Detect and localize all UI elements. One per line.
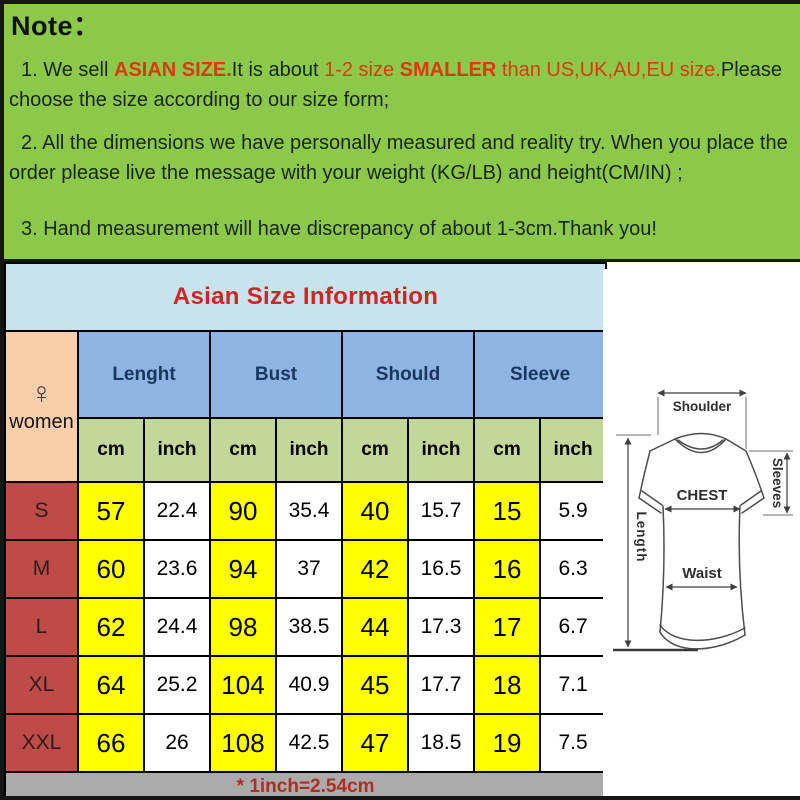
value-cell: 44 bbox=[341, 597, 409, 657]
unit-cell: cm bbox=[473, 417, 541, 483]
note-1-intro: 1. We sell bbox=[21, 59, 114, 82]
value-cell: 17 bbox=[473, 597, 541, 657]
length-label: Length bbox=[634, 512, 649, 563]
value-cell: 17.3 bbox=[407, 597, 475, 657]
note-1: 1. We sell ASIAN SIZE.It is about 1-2 si… bbox=[9, 55, 790, 115]
table-row-s: S 57 22.4 90 35.4 40 15.7 15 5.9 bbox=[4, 481, 608, 541]
unit-cell: inch bbox=[143, 417, 211, 483]
note-2: 2. All the dimensions we have personally… bbox=[9, 132, 788, 185]
value-cell: 15.7 bbox=[407, 481, 475, 541]
value-cell: 7.5 bbox=[538, 713, 608, 773]
value-cell: 7.1 bbox=[538, 655, 608, 715]
value-cell: 17.7 bbox=[407, 655, 475, 715]
value-cell: 90 bbox=[209, 481, 277, 541]
table-title: Asian Size Information bbox=[4, 262, 608, 332]
notes-title: Note： bbox=[11, 11, 101, 41]
size-label-l: L bbox=[4, 597, 79, 657]
value-cell: 24.4 bbox=[143, 597, 211, 657]
col-header-bust: Bust bbox=[209, 330, 343, 419]
unit-cell: inch bbox=[538, 417, 608, 483]
table-row-xl: XL 64 25.2 104 40.9 45 17.7 18 7.1 bbox=[4, 655, 608, 715]
sleeves-label: Sleeves bbox=[770, 458, 785, 508]
value-cell: 16.5 bbox=[407, 539, 475, 599]
size-label-xxl: XXL bbox=[4, 713, 79, 773]
value-cell: 108 bbox=[209, 713, 277, 773]
value-cell: 62 bbox=[77, 597, 145, 657]
table-row-xxl: XXL 66 26 108 42.5 47 18.5 19 7.5 bbox=[4, 713, 608, 773]
value-cell: 37 bbox=[275, 539, 343, 599]
col-header-sleeve: Sleeve bbox=[472, 330, 608, 419]
col-header-lenght: Lenght bbox=[77, 330, 211, 419]
value-cell: 25.2 bbox=[143, 655, 211, 715]
value-cell: 18 bbox=[473, 655, 541, 715]
note-1-than: than US,UK,AU,EU size. bbox=[496, 59, 721, 82]
value-cell: 40.9 bbox=[275, 655, 343, 715]
value-cell: 15 bbox=[473, 481, 541, 541]
size-label-s: S bbox=[4, 481, 79, 541]
value-cell: 42.5 bbox=[275, 713, 343, 773]
note-1-asian-size: ASIAN SIZE. bbox=[114, 59, 232, 82]
value-cell: 94 bbox=[209, 539, 277, 599]
value-cell: 6.3 bbox=[538, 539, 608, 599]
value-cell: 60 bbox=[77, 539, 145, 599]
note-3: 3. Hand measurement will have discrepanc… bbox=[21, 218, 657, 241]
gender-label: women bbox=[9, 411, 74, 433]
unit-cell: inch bbox=[407, 417, 475, 483]
value-cell: 18.5 bbox=[407, 713, 475, 773]
size-label-xl: XL bbox=[4, 655, 79, 715]
table-footnote: * 1inch=2.54cm bbox=[4, 771, 608, 796]
women-cell: ♀ women bbox=[4, 330, 79, 483]
value-cell: 57 bbox=[77, 481, 145, 541]
tshirt-outline bbox=[638, 432, 765, 650]
value-cell: 98 bbox=[209, 597, 277, 657]
note-1-smaller: SMALLER bbox=[399, 59, 497, 82]
value-cell: 22.4 bbox=[143, 481, 211, 541]
size-table: Asian Size Information ♀ women Lenght Bu… bbox=[4, 262, 608, 796]
value-cell: 40 bbox=[341, 481, 409, 541]
unit-cell: cm bbox=[209, 417, 277, 483]
note-1-size-range: 1-2 size bbox=[324, 59, 400, 82]
size-label-m: M bbox=[4, 539, 79, 599]
value-cell: 16 bbox=[473, 539, 541, 599]
unit-cell: cm bbox=[77, 417, 145, 483]
female-icon: ♀ bbox=[30, 377, 53, 410]
waist-label: Waist bbox=[682, 565, 721, 582]
tshirt-diagram: Shoulder CHEST Waist Sleeves Length bbox=[603, 269, 800, 796]
col-header-should: Should bbox=[341, 330, 475, 419]
note-1-tail: Please choose the size according to our … bbox=[9, 59, 783, 112]
value-cell: 23.6 bbox=[143, 539, 211, 599]
value-cell: 66 bbox=[77, 713, 145, 773]
unit-cell: inch bbox=[275, 417, 343, 483]
unit-cell: cm bbox=[341, 417, 409, 483]
value-cell: 35.4 bbox=[275, 481, 343, 541]
value-cell: 42 bbox=[341, 539, 409, 599]
note-1-mid: It is about bbox=[231, 59, 325, 82]
chest-label: CHEST bbox=[677, 487, 728, 504]
value-cell: 45 bbox=[341, 655, 409, 715]
tshirt-diagram-svg: Shoulder CHEST Waist Sleeves Length bbox=[613, 389, 793, 652]
value-cell: 64 bbox=[77, 655, 145, 715]
value-cell: 19 bbox=[473, 713, 541, 773]
value-cell: 104 bbox=[209, 655, 277, 715]
value-cell: 26 bbox=[143, 713, 211, 773]
value-cell: 5.9 bbox=[538, 481, 608, 541]
notes-section: Note： 1. We sell ASIAN SIZE.It is about … bbox=[4, 4, 800, 262]
value-cell: 6.7 bbox=[538, 597, 608, 657]
shoulder-label: Shoulder bbox=[673, 399, 732, 414]
table-row-m: M 60 23.6 94 37 42 16.5 16 6.3 bbox=[4, 539, 608, 599]
value-cell: 47 bbox=[341, 713, 409, 773]
table-row-l: L 62 24.4 98 38.5 44 17.3 17 6.7 bbox=[4, 597, 608, 657]
value-cell: 38.5 bbox=[275, 597, 343, 657]
